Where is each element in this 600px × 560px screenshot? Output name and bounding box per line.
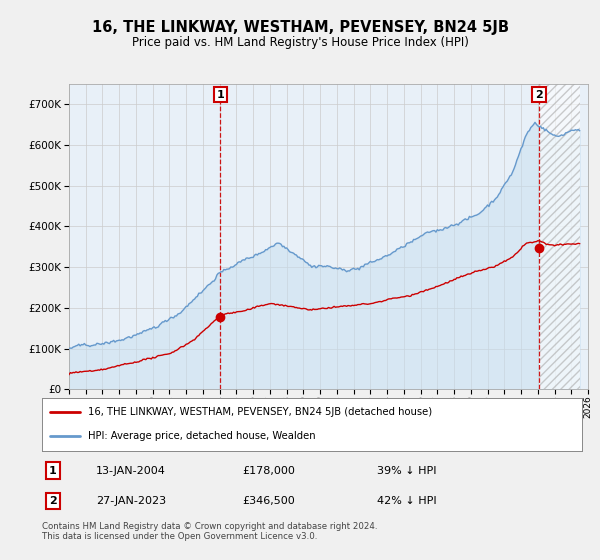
Text: 16, THE LINKWAY, WESTHAM, PEVENSEY, BN24 5JB: 16, THE LINKWAY, WESTHAM, PEVENSEY, BN24… xyxy=(91,20,509,35)
Text: 1: 1 xyxy=(217,90,224,100)
Text: 16, THE LINKWAY, WESTHAM, PEVENSEY, BN24 5JB (detached house): 16, THE LINKWAY, WESTHAM, PEVENSEY, BN24… xyxy=(88,407,432,417)
Text: Contains HM Land Registry data © Crown copyright and database right 2024.
This d: Contains HM Land Registry data © Crown c… xyxy=(42,522,377,542)
Text: £178,000: £178,000 xyxy=(242,465,295,475)
Text: HPI: Average price, detached house, Wealden: HPI: Average price, detached house, Weal… xyxy=(88,431,316,441)
Text: 39% ↓ HPI: 39% ↓ HPI xyxy=(377,465,436,475)
Text: 13-JAN-2004: 13-JAN-2004 xyxy=(96,465,166,475)
Text: 2: 2 xyxy=(49,496,56,506)
Text: £346,500: £346,500 xyxy=(242,496,295,506)
Text: 2: 2 xyxy=(535,90,543,100)
Text: 42% ↓ HPI: 42% ↓ HPI xyxy=(377,496,436,506)
Text: 27-JAN-2023: 27-JAN-2023 xyxy=(96,496,166,506)
Text: Price paid vs. HM Land Registry's House Price Index (HPI): Price paid vs. HM Land Registry's House … xyxy=(131,36,469,49)
Text: 1: 1 xyxy=(49,465,56,475)
